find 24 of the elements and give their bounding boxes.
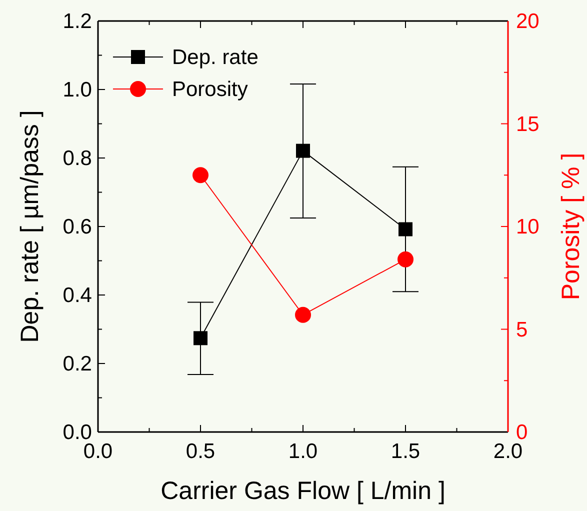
x-tick-label: 1.0 [288, 440, 318, 463]
point [194, 331, 208, 346]
x-tick-label: 1.5 [390, 440, 420, 463]
point [398, 222, 412, 236]
legend-label: Dep. rate [172, 46, 258, 69]
y-axis-title: Dep. rate [ µm/pass ] [16, 110, 44, 343]
point [398, 251, 414, 268]
x-tick-label: 0.5 [186, 440, 216, 463]
y2-tick-label: 20 [516, 10, 540, 33]
y2-axis-title: Porosity [ % ] [557, 152, 585, 300]
point [295, 306, 311, 323]
y-tick-label: 0.4 [62, 284, 92, 307]
point [192, 167, 208, 184]
y2-tick-label: 10 [516, 216, 540, 238]
y-tick-label: 1.2 [62, 10, 92, 33]
y-tick-label: 0.2 [62, 352, 92, 376]
legend-label: Porosity [172, 78, 248, 101]
y2-tick-label: 5 [516, 318, 528, 342]
y-tick-label: 0.6 [62, 216, 92, 238]
x-axis-title: Carrier Gas Flow [ L/min ] [160, 477, 446, 505]
y-tick-label: 0.8 [62, 147, 92, 170]
y2-tick-label: 15 [516, 112, 540, 136]
y-tick-label: 1.0 [62, 78, 92, 102]
point [296, 144, 310, 158]
